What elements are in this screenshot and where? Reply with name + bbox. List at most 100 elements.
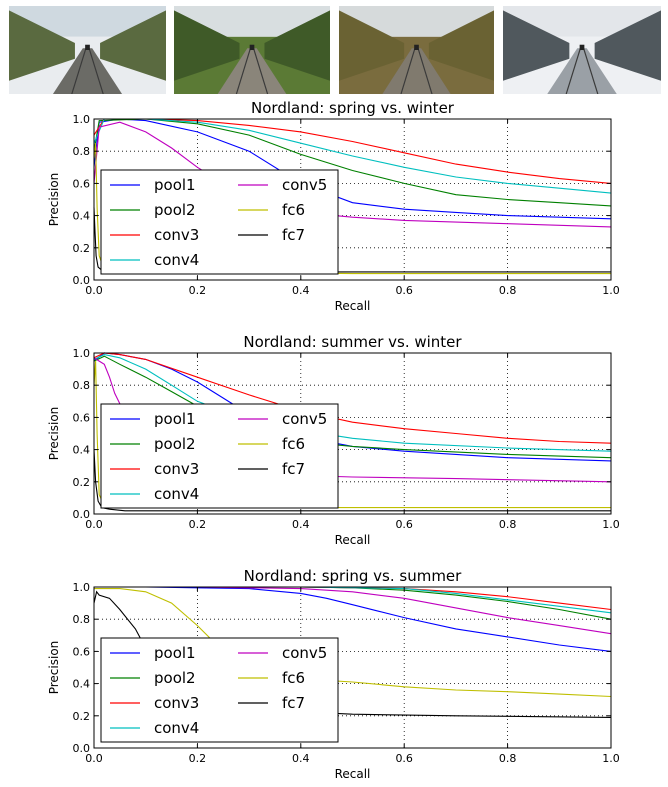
photo-tunnel — [579, 44, 585, 50]
photo-rail-right — [583, 48, 599, 94]
legend-label-pool1: pool1 — [154, 410, 196, 428]
photo-rail-right — [252, 48, 269, 94]
x-tick-label: 0.2 — [189, 518, 207, 531]
legend-label-fc7: fc7 — [282, 226, 305, 244]
chart-title: Nordland: spring vs. summer — [244, 567, 463, 585]
x-tick-label: 0.2 — [189, 752, 207, 765]
y-axis-label: Precision — [47, 407, 61, 461]
chart-title: Nordland: spring vs. winter — [251, 99, 455, 117]
x-tick-label: 0.0 — [85, 284, 103, 297]
photo-tunnel — [249, 44, 255, 50]
x-tick-label: 0.0 — [85, 752, 103, 765]
y-tick-label: 0.8 — [73, 145, 91, 158]
legend-box — [100, 403, 339, 509]
legend-label-pool2: pool2 — [154, 435, 196, 453]
photo-trees-right — [100, 10, 166, 81]
photo-trees-left — [174, 10, 240, 81]
x-axis-label: Recall — [335, 767, 371, 781]
x-tick-label: 0.2 — [189, 284, 207, 297]
legend-label-pool2: pool2 — [154, 201, 196, 219]
x-axis-label: Recall — [335, 299, 371, 313]
legend-label-conv4: conv4 — [154, 719, 199, 737]
x-axis-label: Recall — [335, 533, 371, 547]
y-tick-label: 1.0 — [73, 581, 91, 594]
photo-rail-left — [565, 48, 581, 94]
y-tick-label: 0.0 — [73, 274, 91, 287]
x-tick-label: 0.8 — [499, 518, 517, 531]
legend-label-conv3: conv3 — [154, 460, 199, 478]
legend-label-fc6: fc6 — [282, 435, 305, 453]
photo-track — [52, 48, 123, 94]
x-tick-label: 0.0 — [85, 518, 103, 531]
photo-trees-right — [594, 10, 661, 81]
photo-rail-right — [417, 48, 433, 94]
series-conv5 — [94, 586, 612, 635]
legend-label-conv5: conv5 — [282, 410, 327, 428]
x-tick-label: 1.0 — [602, 284, 620, 297]
y-tick-label: 0.0 — [73, 508, 91, 521]
plot-frame — [93, 586, 612, 749]
legend-label-conv3: conv3 — [154, 694, 199, 712]
photo-fall — [339, 6, 494, 94]
chart-summer-vs-winter: Nordland: summer vs. winter 0.0 0.2 0.4 0.6 0… — [47, 333, 620, 547]
chart-spring-vs-winter: Nordland: spring vs. winter 0.0 0.2 0.4 0.6 0… — [47, 99, 620, 313]
legend-label-fc7: fc7 — [282, 694, 305, 712]
y-tick-label: 0.6 — [73, 177, 91, 190]
photo-rail-left — [400, 48, 416, 94]
y-axis-label: Precision — [47, 173, 61, 227]
chart-title: Nordland: summer vs. winter — [243, 333, 462, 351]
legend-label-pool1: pool1 — [154, 176, 196, 194]
legend-box — [100, 169, 339, 275]
photo-winter — [503, 6, 661, 94]
y-axis-label: Precision — [47, 641, 61, 695]
photo-trees-left — [9, 10, 75, 81]
legend-label-fc6: fc6 — [282, 669, 305, 687]
x-tick-label: 0.4 — [292, 284, 310, 297]
x-tick-label: 1.0 — [602, 752, 620, 765]
y-tick-label: 0.4 — [73, 678, 91, 691]
x-tick-label: 0.6 — [395, 752, 413, 765]
chart-spring-vs-summer: Nordland: spring vs. summer 0.0 0.2 0.4 0.6 0… — [47, 567, 620, 781]
legend-label-conv4: conv4 — [154, 485, 199, 503]
y-tick-label: 0.4 — [73, 210, 91, 223]
y-tick-label: 0.2 — [73, 710, 91, 723]
x-tick-label: 0.8 — [499, 752, 517, 765]
photo-tunnel — [85, 44, 90, 50]
y-tick-label: 0.0 — [73, 742, 91, 755]
x-tick-label: 0.4 — [292, 518, 310, 531]
photo-trees-left — [339, 10, 405, 81]
plot-frame — [93, 352, 612, 515]
photo-rail-right — [88, 48, 104, 94]
series-conv3 — [94, 586, 612, 611]
y-tick-label: 0.2 — [73, 476, 91, 489]
legend-label-fc7: fc7 — [282, 460, 305, 478]
photo-summer — [174, 6, 330, 94]
plot-frame — [93, 118, 612, 281]
legend-label-conv5: conv5 — [282, 176, 327, 194]
y-tick-label: 0.6 — [73, 645, 91, 658]
y-tick-label: 1.0 — [73, 347, 91, 360]
photo-tunnel — [414, 44, 419, 50]
x-tick-label: 0.6 — [395, 284, 413, 297]
legend-label-conv3: conv3 — [154, 226, 199, 244]
y-tick-label: 0.6 — [73, 411, 91, 424]
y-tick-label: 0.8 — [73, 379, 91, 392]
x-tick-label: 1.0 — [602, 518, 620, 531]
photo-trees-right — [264, 10, 330, 81]
photo-trees-left — [503, 10, 570, 81]
photo-trees-right — [428, 10, 494, 81]
y-tick-label: 0.4 — [73, 444, 91, 457]
x-tick-label: 0.4 — [292, 752, 310, 765]
x-tick-label: 0.6 — [395, 518, 413, 531]
legend-label-fc6: fc6 — [282, 201, 305, 219]
photo-spring — [9, 6, 166, 94]
legend-label-pool2: pool2 — [154, 669, 196, 687]
legend-label-conv5: conv5 — [282, 644, 327, 662]
photo-track — [382, 48, 451, 94]
photo-track — [547, 48, 617, 94]
photo-track — [217, 48, 287, 94]
legend-label-conv4: conv4 — [154, 251, 199, 269]
y-tick-label: 0.2 — [73, 242, 91, 255]
x-tick-label: 0.8 — [499, 284, 517, 297]
photo-strip — [0, 0, 668, 96]
